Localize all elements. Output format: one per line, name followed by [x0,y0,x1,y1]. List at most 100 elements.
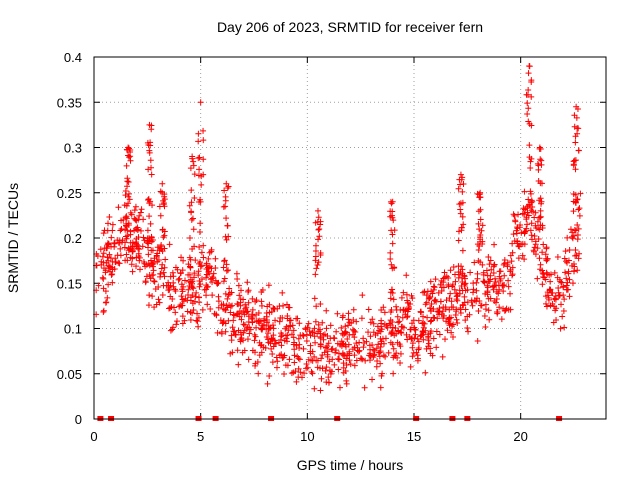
data-point [571,157,578,164]
data-point [315,236,322,243]
data-point [415,338,422,345]
data-point [475,246,482,253]
data-point [157,273,164,280]
data-point [123,235,130,242]
data-point [223,267,230,274]
data-point [485,307,492,314]
data-point [282,362,289,369]
data-point [100,275,107,282]
data-point [223,236,230,243]
data-point [160,269,167,276]
data-point [253,324,260,331]
data-point [336,356,343,363]
data-point [567,226,574,233]
data-point [273,364,280,371]
data-point [391,227,398,234]
data-point [440,284,447,291]
data-point [187,309,194,316]
data-point [315,226,322,233]
data-point [409,295,416,302]
data-point [543,244,550,251]
data-point [327,370,334,377]
data-point [227,303,234,310]
data-point [325,340,332,347]
data-point [509,272,516,279]
data-point [124,232,131,239]
data-point [193,317,200,324]
data-point [203,292,210,299]
data-point [225,291,232,298]
y-tick-label: 0.2 [64,231,82,246]
data-point [204,301,211,308]
data-point [178,286,185,293]
data-point [104,227,111,234]
data-point [340,340,347,347]
data-point [466,311,473,318]
data-point [269,359,276,366]
data-point [224,295,231,302]
data-point [460,302,467,309]
data-point [339,341,346,348]
data-point [160,234,167,241]
data-point [566,247,573,254]
data-point [196,154,203,161]
data-point [205,255,212,262]
data-point [343,355,350,362]
data-point [557,325,564,332]
data-point [575,147,582,154]
data-point [305,320,312,327]
data-point [436,331,443,338]
data-point [282,332,289,339]
data-point [221,275,228,282]
data-point [186,254,193,261]
data-point [200,171,207,178]
data-point [349,346,356,353]
data-point [394,313,401,320]
data-point [443,297,450,304]
data-point [505,283,512,290]
data-point [565,268,572,275]
data-point [392,325,399,332]
data-point [109,258,116,265]
data-point [456,287,463,294]
data-point [123,251,130,258]
data-point [552,296,559,303]
data-point [317,341,324,348]
data-point [387,295,394,302]
data-point [100,307,107,314]
data-point [283,301,290,308]
data-point [453,316,460,323]
data-point [482,323,489,330]
data-point [572,139,579,146]
data-point [295,365,302,372]
data-point [476,226,483,233]
data-point [177,270,184,277]
data-point [145,166,152,173]
data-point [420,329,427,336]
data-point [355,348,362,355]
data-point [436,305,443,312]
data-point [556,292,563,299]
data-point [524,221,531,228]
data-point [207,276,214,283]
data-point [269,351,276,358]
data-point [455,269,462,276]
data-point [572,166,579,173]
data-point [349,331,356,338]
data-point [189,310,196,317]
data-point [220,264,227,271]
data-point [519,210,526,217]
data-point [404,297,411,304]
data-point [138,206,145,213]
data-point [124,227,131,234]
data-point [325,379,332,386]
data-point [380,352,387,359]
data-point [191,171,198,178]
data-point [547,278,554,285]
data-point [200,254,207,261]
data-point [350,306,357,313]
data-point [118,226,125,233]
data-point [239,349,246,356]
data-point [103,259,110,266]
data-point [432,296,439,303]
